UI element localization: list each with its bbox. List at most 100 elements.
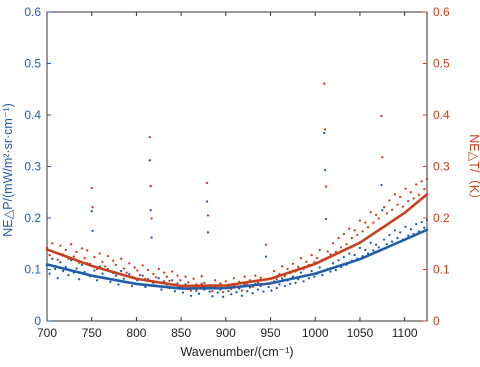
scatter-point [93, 269, 96, 272]
scatter-point [122, 267, 126, 270]
scatter-point [232, 277, 236, 280]
scatter-point [278, 283, 281, 286]
scatter-point [230, 287, 233, 291]
scatter-point [93, 255, 96, 259]
scatter-point [425, 218, 429, 222]
scatter-point [171, 270, 174, 273]
scatter-point [329, 270, 332, 273]
y-tick-label-right: 0 [433, 314, 440, 328]
nep-series [45, 131, 429, 298]
scatter-point [318, 266, 321, 269]
scatter-point [48, 253, 51, 257]
scatter-point [51, 242, 54, 245]
scatter-point [340, 246, 343, 249]
scatter-point [377, 246, 380, 249]
scatter-point [337, 236, 340, 240]
scatter-point [404, 225, 407, 228]
scatter-point [189, 294, 193, 297]
scatter-point [342, 232, 345, 236]
x-tick-label: 1100 [392, 326, 418, 340]
scatter-point [173, 289, 177, 293]
y-tick-label-left: 0.3 [24, 160, 41, 174]
scatter-point [415, 223, 418, 226]
scatter-point [91, 229, 94, 233]
y-tick-label-left: 0.4 [24, 108, 41, 122]
scatter-point [90, 186, 93, 190]
scatter-point [345, 243, 348, 246]
scatter-point [299, 271, 303, 274]
scatter-point [281, 265, 284, 268]
scatter-point [313, 275, 316, 278]
scatter-point [133, 266, 136, 269]
scatter-point [141, 264, 144, 267]
scatter-point [299, 257, 303, 260]
net-series [45, 82, 429, 294]
scatter-point [358, 219, 362, 222]
scatter-point [200, 275, 203, 278]
y-tick-label-right: 0.4 [433, 108, 450, 122]
scatter-point [152, 272, 155, 276]
scatter-point [353, 253, 356, 257]
scatter-point [216, 291, 219, 294]
scatter-point [136, 269, 139, 272]
scatter-point [109, 280, 112, 284]
scatter-point [294, 281, 297, 285]
scatter-point [154, 276, 158, 279]
scatter-point [80, 247, 84, 250]
scatter-point [75, 267, 78, 270]
scatter-point [205, 200, 209, 203]
scatter-point [208, 290, 211, 293]
scatter-point [420, 180, 423, 183]
scatter-point [372, 249, 375, 252]
scatter-point [67, 274, 70, 277]
scatter-point [165, 275, 168, 278]
scatter-point [382, 238, 386, 241]
scatter-point [184, 275, 187, 278]
scatter-point [348, 227, 351, 230]
scatter-point [51, 257, 54, 260]
scatter-point [374, 243, 378, 246]
scatter-point [128, 262, 131, 265]
scatter-point [425, 177, 429, 181]
y-axis-label-left: NE△P/(mW/m²·sr·cm⁻¹) [1, 103, 15, 237]
scatter-point [149, 184, 152, 188]
scatter-point [399, 231, 402, 234]
scatter-point [246, 289, 249, 293]
scatter-point [323, 131, 326, 135]
scatter-point [206, 214, 210, 217]
y-tick-label-left: 0.5 [24, 57, 41, 71]
scatter-point [176, 282, 179, 285]
scatter-point [230, 293, 233, 296]
scatter-point [364, 248, 367, 252]
scatter-point [385, 243, 388, 246]
scatter-point [377, 217, 380, 220]
y-tick-label-left: 0.6 [24, 5, 41, 19]
scatter-point [53, 267, 57, 271]
scatter-point [270, 289, 273, 292]
scatter-point [189, 289, 193, 292]
scatter-point [337, 259, 340, 262]
scatter-point [78, 278, 81, 281]
scatter-point [396, 203, 399, 206]
scatter-point [211, 289, 214, 293]
plot-area [46, 11, 428, 322]
scatter-point [103, 265, 107, 268]
series-layer [45, 82, 429, 298]
scatter-point [286, 267, 289, 271]
scatter-point [264, 255, 268, 258]
y-tick-label-right: 0.5 [433, 57, 450, 71]
scatter-point [112, 259, 115, 262]
scatter-point [407, 199, 410, 203]
scatter-point [272, 269, 276, 273]
scatter-point [205, 181, 209, 185]
scatter-point [366, 226, 370, 229]
scatter-point [342, 255, 345, 259]
scatter-point [369, 241, 372, 244]
scatter-point [162, 271, 166, 274]
scatter-point [248, 286, 252, 289]
x-tick-label: 800 [126, 326, 146, 340]
scatter-point [399, 195, 402, 199]
scatter-point [90, 210, 93, 213]
scatter-point [251, 285, 254, 289]
scatter-point [350, 236, 354, 240]
